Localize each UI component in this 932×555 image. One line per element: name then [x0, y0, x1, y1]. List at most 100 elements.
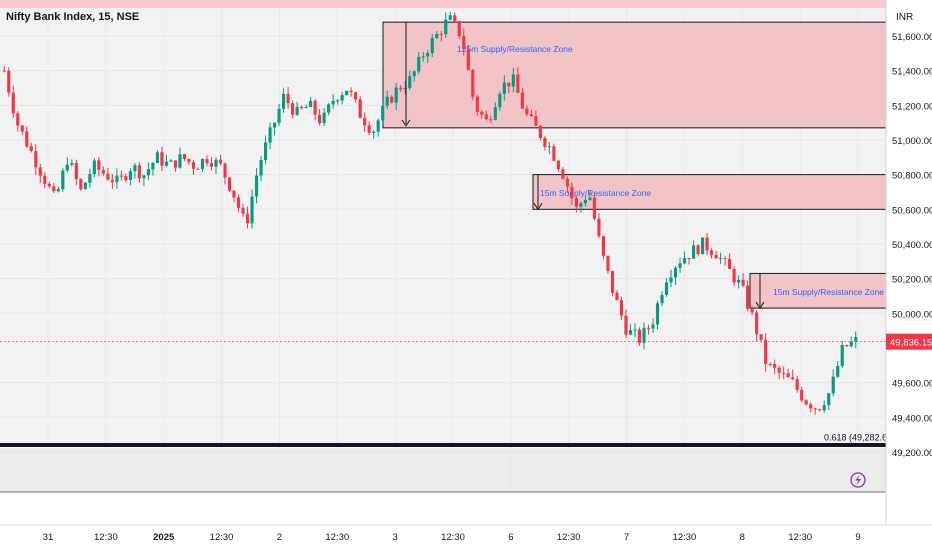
- candle-body: [637, 329, 642, 343]
- time-tick-label: 2025: [153, 532, 175, 543]
- arrow-head: [755, 301, 765, 309]
- time-tick-label: 12:30: [673, 532, 697, 543]
- candle-body: [272, 122, 277, 128]
- candle-body: [16, 113, 20, 126]
- candle-body: [475, 96, 479, 112]
- candle-body: [583, 200, 588, 204]
- candle-body: [83, 182, 87, 190]
- candle-body: [516, 74, 520, 93]
- candle-body: [169, 160, 173, 162]
- candle-body: [236, 197, 241, 208]
- candle-body: [570, 186, 574, 199]
- candle-body: [304, 107, 308, 109]
- candle-body: [155, 152, 160, 163]
- candle-body: [173, 160, 178, 168]
- time-tick-label: 7: [624, 532, 629, 543]
- candle-body: [534, 116, 538, 126]
- candle-body: [309, 100, 313, 108]
- time-tick-label: 8: [740, 532, 745, 543]
- candle-body: [300, 106, 304, 109]
- time-tick-label: 2: [277, 532, 282, 543]
- candle-body: [700, 237, 705, 255]
- candle-body: [840, 345, 844, 367]
- candle-body: [367, 125, 371, 133]
- candle-body: [209, 163, 214, 167]
- candle-body: [277, 108, 281, 123]
- candle-body: [70, 162, 74, 165]
- candle-body: [439, 33, 443, 35]
- candle-body: [47, 183, 51, 187]
- candle-body: [25, 131, 29, 147]
- candle-body: [227, 177, 232, 191]
- candle-body: [511, 74, 515, 87]
- candle-body: [340, 95, 344, 101]
- price-axis[interactable]: INR 51,600.00 51,400.00 51,200.00 51,000.00…: [885, 0, 932, 525]
- candle-body: [79, 179, 83, 190]
- candle-body: [20, 125, 24, 132]
- candle-body: [606, 255, 610, 271]
- candle-body: [705, 237, 709, 251]
- time-tick-label: 12:30: [441, 532, 465, 543]
- time-tick-label: 9: [855, 532, 860, 543]
- candle-body: [520, 92, 524, 109]
- candle-body: [412, 71, 416, 77]
- candle-body: [597, 218, 601, 237]
- candle-body: [800, 389, 804, 401]
- candle-body: [363, 117, 367, 126]
- candle-body: [295, 106, 299, 115]
- candle-body: [664, 282, 669, 295]
- candle-body: [322, 112, 326, 124]
- candle-body: [417, 56, 421, 72]
- candle-body: [74, 162, 78, 180]
- time-tick-label: 12:30: [325, 532, 349, 543]
- candle-body: [354, 92, 358, 100]
- candle-body: [768, 363, 772, 365]
- price-tick-label: 49,600.00: [892, 379, 932, 390]
- time-tick-label: 6: [508, 532, 513, 543]
- candle-body: [737, 279, 741, 283]
- candle-body: [714, 254, 718, 259]
- candle-body: [29, 146, 33, 152]
- candle-body: [565, 178, 569, 187]
- candle-body: [723, 258, 727, 260]
- candle-body: [421, 56, 425, 58]
- candle-body: [624, 315, 628, 335]
- last-price-label: 49,836.15: [890, 338, 932, 349]
- lower-band: [0, 448, 886, 492]
- candle-body: [502, 82, 506, 94]
- candle-body: [813, 408, 817, 410]
- candle-body: [552, 146, 556, 161]
- candle-body: [286, 93, 290, 104]
- candle-body: [115, 175, 119, 183]
- time-tick-label: 12:30: [557, 532, 581, 543]
- zone-label: 125m Supply/Resistance Zone: [457, 44, 573, 54]
- candle-body: [673, 267, 678, 278]
- candle-body: [682, 258, 687, 264]
- price-tick-label: 51,200.00: [892, 101, 932, 112]
- candle-body: [845, 345, 849, 347]
- candle-body: [160, 152, 164, 166]
- candle-body: [218, 159, 223, 164]
- candle-body: [633, 329, 637, 331]
- arrow-head: [533, 203, 543, 211]
- candle-body: [92, 160, 96, 175]
- candle-body: [430, 38, 434, 53]
- candle-body: [52, 186, 56, 192]
- candle-body: [101, 169, 105, 174]
- price-tick-label: 51,400.00: [892, 67, 932, 78]
- candle-body: [691, 245, 696, 259]
- candle-body: [696, 245, 700, 255]
- zone-label: 15m Supply/Resistance Zone: [540, 188, 651, 198]
- alert-icon[interactable]: [850, 472, 866, 488]
- time-axis[interactable]: 31 12:30 2025 12:30 2 12:30 3 12:30 6 12:30 7 12:30…: [0, 524, 932, 543]
- candle-body: [710, 250, 714, 255]
- candle-body: [282, 93, 286, 109]
- candle-body: [854, 337, 858, 342]
- candle-body: [205, 159, 209, 164]
- candle-body: [466, 49, 470, 70]
- candle-body: [146, 169, 150, 176]
- candle-body: [61, 170, 65, 189]
- alert-icon-circle: [850, 472, 866, 488]
